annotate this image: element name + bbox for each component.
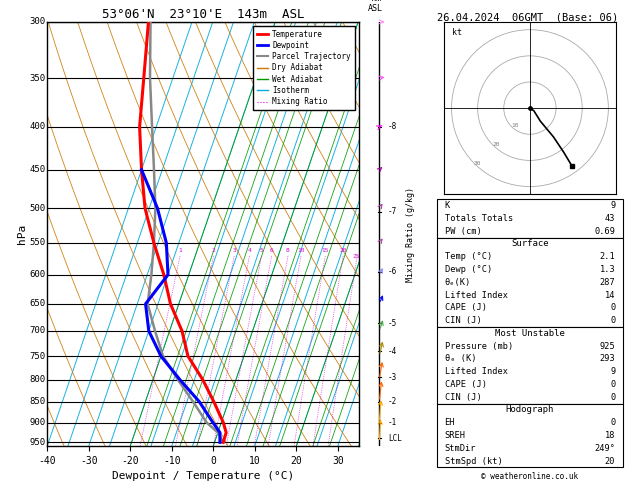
Text: StmDir: StmDir bbox=[445, 444, 476, 453]
Text: PW (cm): PW (cm) bbox=[445, 226, 481, 236]
Text: 750: 750 bbox=[30, 351, 46, 361]
Bar bbox=[437, 199, 623, 238]
X-axis label: Dewpoint / Temperature (°C): Dewpoint / Temperature (°C) bbox=[112, 471, 294, 482]
Text: θₑ (K): θₑ (K) bbox=[445, 354, 476, 364]
Text: Temp (°C): Temp (°C) bbox=[445, 252, 492, 261]
Text: 6: 6 bbox=[270, 248, 274, 253]
Text: -1: -1 bbox=[388, 418, 397, 427]
Text: Surface: Surface bbox=[511, 240, 548, 248]
Text: 43: 43 bbox=[605, 214, 615, 223]
Text: EH: EH bbox=[445, 418, 455, 427]
Text: 30: 30 bbox=[474, 160, 481, 166]
Text: Mixing Ratio (g/kg): Mixing Ratio (g/kg) bbox=[406, 187, 415, 281]
Text: 25: 25 bbox=[352, 254, 360, 260]
Text: CAPE (J): CAPE (J) bbox=[445, 303, 487, 312]
Text: 5: 5 bbox=[260, 248, 264, 253]
Text: 9: 9 bbox=[610, 201, 615, 210]
Text: 800: 800 bbox=[30, 375, 46, 384]
Text: SREH: SREH bbox=[445, 431, 465, 440]
Text: 950: 950 bbox=[30, 438, 46, 447]
Text: 9: 9 bbox=[610, 367, 615, 376]
Text: 900: 900 bbox=[30, 418, 46, 427]
Text: 400: 400 bbox=[30, 122, 46, 131]
Text: 650: 650 bbox=[30, 299, 46, 309]
Text: 20: 20 bbox=[493, 142, 500, 147]
Text: 18: 18 bbox=[605, 431, 615, 440]
Text: 450: 450 bbox=[30, 165, 46, 174]
Text: © weatheronline.co.uk: © weatheronline.co.uk bbox=[481, 472, 579, 481]
Text: Lifted Index: Lifted Index bbox=[445, 367, 508, 376]
Text: 15: 15 bbox=[321, 248, 329, 253]
Text: -5: -5 bbox=[388, 318, 397, 328]
Text: 20: 20 bbox=[339, 248, 347, 253]
Text: StmSpd (kt): StmSpd (kt) bbox=[445, 456, 503, 466]
Text: CIN (J): CIN (J) bbox=[445, 393, 481, 402]
Text: 20: 20 bbox=[605, 456, 615, 466]
Text: 26.04.2024  06GMT  (Base: 06): 26.04.2024 06GMT (Base: 06) bbox=[437, 12, 618, 22]
Text: CAPE (J): CAPE (J) bbox=[445, 380, 487, 389]
Text: 14: 14 bbox=[605, 291, 615, 299]
Text: K: K bbox=[445, 201, 450, 210]
Text: 287: 287 bbox=[599, 278, 615, 287]
Text: -3: -3 bbox=[388, 373, 397, 382]
Text: 2: 2 bbox=[211, 248, 215, 253]
Text: 500: 500 bbox=[30, 204, 46, 213]
Text: 350: 350 bbox=[30, 73, 46, 83]
Text: 300: 300 bbox=[30, 17, 46, 26]
Text: 8: 8 bbox=[286, 248, 290, 253]
Title: 53°06'N  23°10'E  143m  ASL: 53°06'N 23°10'E 143m ASL bbox=[102, 8, 304, 21]
Text: 0: 0 bbox=[610, 393, 615, 402]
Bar bbox=[437, 403, 623, 468]
Text: 293: 293 bbox=[599, 354, 615, 364]
Text: Dewp (°C): Dewp (°C) bbox=[445, 265, 492, 274]
Text: 10: 10 bbox=[297, 248, 304, 253]
Text: hPa: hPa bbox=[17, 224, 27, 244]
Text: 925: 925 bbox=[599, 342, 615, 350]
Bar bbox=[437, 327, 623, 403]
Text: 1.3: 1.3 bbox=[599, 265, 615, 274]
Text: θₑ(K): θₑ(K) bbox=[445, 278, 471, 287]
Text: 3: 3 bbox=[232, 248, 236, 253]
Text: 700: 700 bbox=[30, 327, 46, 335]
Text: 550: 550 bbox=[30, 239, 46, 247]
Text: 0: 0 bbox=[610, 380, 615, 389]
Text: -6: -6 bbox=[388, 267, 397, 276]
Text: 0: 0 bbox=[610, 303, 615, 312]
Text: km
ASL: km ASL bbox=[369, 0, 383, 14]
Text: 10: 10 bbox=[511, 123, 519, 128]
Text: 850: 850 bbox=[30, 397, 46, 406]
Text: -4: -4 bbox=[388, 347, 397, 356]
Text: -7: -7 bbox=[388, 208, 397, 216]
Text: 0: 0 bbox=[610, 418, 615, 427]
Text: Hodograph: Hodograph bbox=[506, 405, 554, 415]
Text: Lifted Index: Lifted Index bbox=[445, 291, 508, 299]
Text: 600: 600 bbox=[30, 270, 46, 279]
Text: 0: 0 bbox=[610, 316, 615, 325]
Text: Totals Totals: Totals Totals bbox=[445, 214, 513, 223]
Legend: Temperature, Dewpoint, Parcel Trajectory, Dry Adiabat, Wet Adiabat, Isotherm, Mi: Temperature, Dewpoint, Parcel Trajectory… bbox=[253, 26, 355, 110]
Text: -8: -8 bbox=[388, 122, 397, 131]
Text: CIN (J): CIN (J) bbox=[445, 316, 481, 325]
Text: -2: -2 bbox=[388, 397, 397, 406]
Text: 0.69: 0.69 bbox=[594, 226, 615, 236]
Text: LCL: LCL bbox=[388, 434, 402, 443]
Text: Pressure (mb): Pressure (mb) bbox=[445, 342, 513, 350]
Bar bbox=[437, 238, 623, 327]
Text: kt: kt bbox=[452, 28, 462, 37]
Text: 1: 1 bbox=[178, 248, 182, 253]
Text: 4: 4 bbox=[247, 248, 251, 253]
Text: 249°: 249° bbox=[594, 444, 615, 453]
Text: 2.1: 2.1 bbox=[599, 252, 615, 261]
Text: Most Unstable: Most Unstable bbox=[495, 329, 565, 338]
